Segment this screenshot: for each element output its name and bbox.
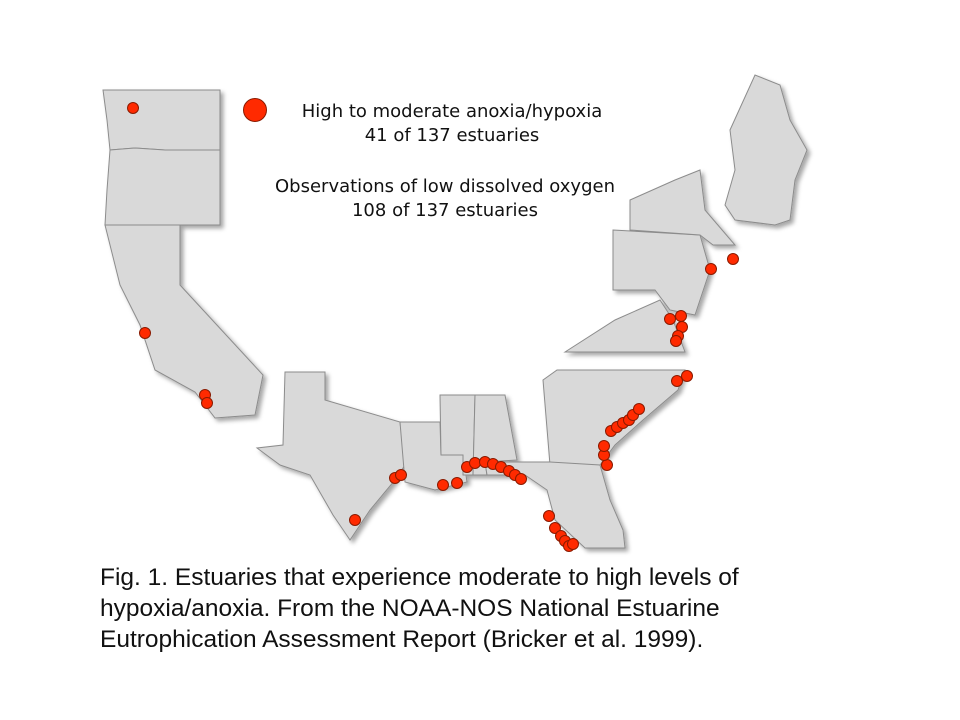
estuary-marker-34 xyxy=(681,370,693,382)
estuary-map: High to moderate anoxia/hypoxia 41 of 13… xyxy=(95,70,865,560)
estuary-marker-17 xyxy=(515,473,527,485)
legend-low-label: Observations of low dissolved oxygen xyxy=(275,176,615,197)
estuary-marker-35 xyxy=(664,313,676,325)
estuary-marker-2 xyxy=(139,327,151,339)
estuary-marker-18 xyxy=(543,510,555,522)
estuary-marker-41 xyxy=(727,253,739,265)
estuary-marker-9 xyxy=(451,477,463,489)
us-coastal-states-map xyxy=(102,74,808,552)
estuary-marker-24 xyxy=(601,459,613,471)
region-oregon xyxy=(104,147,221,226)
estuary-marker-4 xyxy=(201,397,213,409)
region-texas xyxy=(255,371,406,541)
legend-low-oxygen: Observations of low dissolved oxygen 108… xyxy=(245,175,645,223)
region-southeast-atlantic xyxy=(542,369,686,466)
legend-high-label: High to moderate anoxia/hypoxia xyxy=(301,101,603,122)
estuary-marker-19 xyxy=(549,522,561,534)
legend-high-anoxia: High to moderate anoxia/hypoxia 41 of 13… xyxy=(271,100,633,148)
estuary-marker-40 xyxy=(705,263,717,275)
legend-marker-icon xyxy=(243,98,267,122)
region-new-england xyxy=(724,74,808,226)
estuary-markers xyxy=(127,102,739,552)
estuary-marker-33 xyxy=(671,375,683,387)
estuary-marker-11 xyxy=(469,457,481,469)
estuary-marker-1 xyxy=(127,102,139,114)
figure-caption: Fig. 1. Estuaries that experience modera… xyxy=(100,562,900,655)
region-washington xyxy=(102,89,221,151)
estuary-marker-39 xyxy=(670,335,682,347)
estuary-marker-5 xyxy=(349,514,361,526)
caption-line-3: Eutrophication Assessment Report (Bricke… xyxy=(100,626,704,653)
estuary-marker-32 xyxy=(633,403,645,415)
estuary-marker-8 xyxy=(437,479,449,491)
estuary-marker-26 xyxy=(598,440,610,452)
estuary-marker-7 xyxy=(395,469,407,481)
legend-low-count: 108 of 137 estuaries xyxy=(351,200,539,221)
caption-line-1: Fig. 1. Estuaries that experience modera… xyxy=(100,564,739,591)
region-california xyxy=(104,224,264,419)
region-virginia xyxy=(563,299,686,353)
estuary-marker-36 xyxy=(675,310,687,322)
estuary-marker-23 xyxy=(567,538,579,550)
caption-line-2: hypoxia/anoxia. From the NOAA-NOS Nation… xyxy=(100,595,720,622)
legend-high-count: 41 of 137 estuaries xyxy=(364,125,540,146)
region-new-york xyxy=(629,169,737,246)
